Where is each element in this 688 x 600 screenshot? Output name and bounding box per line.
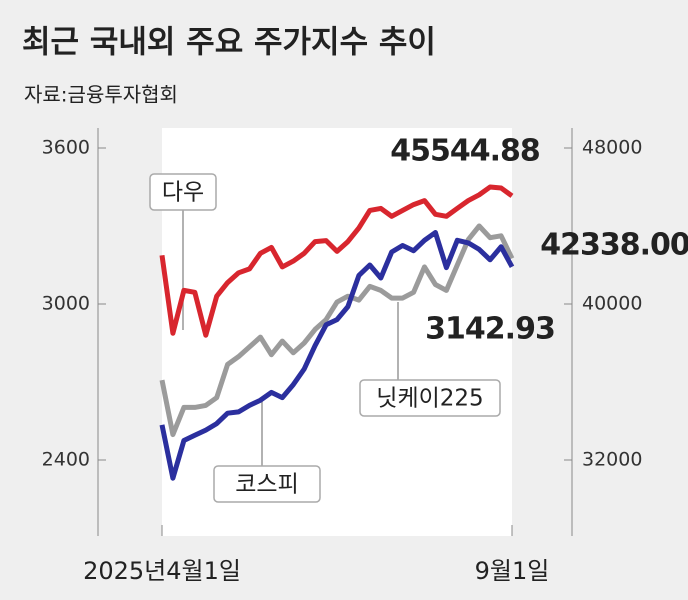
series-line — [159, 184, 514, 338]
y2-tick-label: 48000 — [582, 137, 642, 159]
series-label: 코스피 — [235, 472, 298, 498]
value-label: 42338.00 — [540, 228, 688, 263]
x-tick-label: 9월1일 — [475, 557, 550, 585]
series-line — [159, 223, 515, 438]
value-label: 3142.93 — [425, 312, 555, 347]
y-tick-label: 3600 — [42, 137, 90, 159]
callout-box — [359, 379, 501, 417]
y-tick-label: 3000 — [42, 293, 90, 315]
y-tick-label: 2400 — [42, 449, 90, 471]
chart-title: 최근 국내외 주요 주가지수 추이 — [22, 25, 436, 61]
y2-tick-label: 32000 — [582, 449, 642, 471]
chart-subtitle: 자료:금융투자협회 — [24, 83, 178, 107]
x-tick-label: 2025년4월1일 — [83, 557, 241, 585]
y2-tick-label: 40000 — [582, 293, 642, 315]
series-label: 닛케이225 — [376, 386, 483, 412]
callout-box — [213, 465, 321, 503]
callout-box — [149, 173, 217, 211]
series-line — [159, 230, 515, 481]
value-label: 45544.88 — [390, 134, 540, 169]
series-label: 다우 — [162, 180, 204, 206]
